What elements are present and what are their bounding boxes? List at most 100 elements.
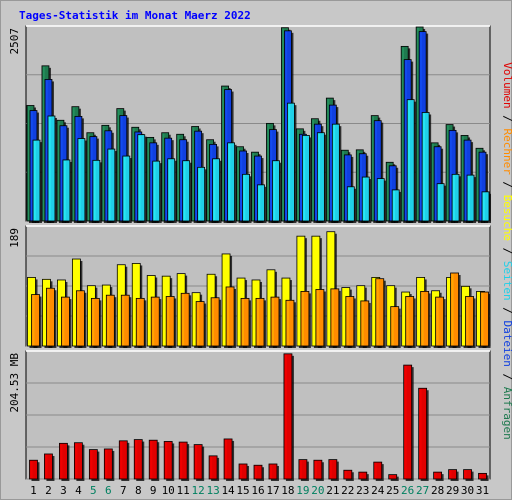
bar-volumen-14-highlight	[225, 439, 228, 478]
bar-volumen-31	[478, 472, 487, 480]
bar-besuche-7-highlight	[118, 265, 121, 345]
bar-rechner-19	[300, 290, 310, 347]
bar-besuche-13-highlight	[208, 275, 211, 345]
bar-rechner-3-highlight	[62, 298, 65, 345]
bar-rechner-16-highlight	[257, 299, 259, 345]
bar-seiten-11	[182, 160, 191, 222]
bar-seiten-13-highlight	[213, 159, 216, 220]
bar-dateien-31-highlight	[480, 153, 482, 220]
bar-seiten-14	[227, 142, 235, 222]
bar-rechner-30	[465, 296, 474, 347]
bar-seiten-8-highlight	[138, 135, 141, 220]
bar-volumen-3-highlight	[60, 444, 63, 478]
bar-seiten-28	[436, 183, 445, 222]
bar-seiten-29	[451, 173, 460, 222]
bar-volumen-6-highlight	[105, 449, 108, 478]
bar-dateien-27-highlight	[420, 32, 422, 221]
bar-volumen-24	[373, 461, 383, 480]
bar-seiten-1	[32, 139, 41, 222]
bar-seiten-15-highlight	[243, 175, 246, 220]
bar-dateien-30-highlight	[465, 141, 467, 220]
bar-rechner-23-highlight	[361, 301, 364, 345]
bar-besuche-2-highlight	[43, 280, 46, 345]
bar-rechner-8	[135, 297, 145, 347]
bar-anfragen-5-highlight	[87, 133, 90, 220]
bar-besuche-1-highlight	[28, 278, 31, 345]
bar-rechner-31	[480, 291, 489, 347]
bar-volumen-5	[88, 449, 98, 480]
bar-seiten-10	[167, 158, 176, 222]
bar-dateien-14-highlight	[225, 90, 228, 220]
bar-volumen-30-highlight	[464, 470, 467, 478]
bar-volumen-12	[193, 444, 203, 480]
bar-volumen-11-highlight	[180, 443, 183, 478]
bar-besuche-16-highlight	[253, 280, 255, 345]
bar-anfragen-30-highlight	[462, 136, 464, 220]
legend-separator: /	[501, 241, 512, 261]
bar-rechner-24	[375, 278, 385, 347]
bar-rechner-21-highlight	[331, 289, 334, 345]
bar-seiten-25	[391, 189, 400, 222]
y-max-label-top: 2507	[8, 28, 21, 55]
bar-seiten-24-highlight	[378, 179, 380, 220]
bar-volumen-23-highlight	[359, 473, 362, 478]
bar-besuche-6-highlight	[103, 286, 106, 345]
legend-anfragen: Anfragen	[501, 387, 512, 440]
bar-dateien-13-highlight	[210, 145, 213, 220]
bar-seiten-28-highlight	[438, 184, 440, 220]
bar-dateien-29-highlight	[450, 131, 452, 220]
bar-seiten-10-highlight	[168, 159, 171, 220]
bar-seiten-9	[152, 160, 161, 222]
bar-volumen-4-highlight	[75, 443, 78, 478]
x-tick-28: 28	[431, 484, 444, 497]
bar-besuche-12-highlight	[193, 293, 196, 345]
bar-rechner-1-highlight	[32, 295, 35, 345]
bar-seiten-15	[242, 173, 250, 222]
bar-rechner-29-highlight	[451, 273, 454, 345]
legend-volumen: Volumen	[501, 62, 512, 108]
bar-rechner-3	[61, 296, 70, 347]
bar-besuche-21-highlight	[327, 232, 330, 345]
bar-anfragen-7-highlight	[117, 109, 120, 220]
bar-rechner-12	[195, 301, 205, 347]
bar-anfragen-4-highlight	[72, 107, 75, 220]
bar-seiten-22-highlight	[348, 187, 351, 220]
bar-volumen-31-highlight	[479, 474, 482, 478]
x-tick-20: 20	[311, 484, 324, 497]
bar-anfragen-14-highlight	[222, 87, 225, 220]
bar-anfragen-6-highlight	[102, 126, 105, 220]
x-tick-8: 8	[135, 484, 142, 497]
x-tick-3: 3	[60, 484, 67, 497]
bar-rechner-1	[31, 294, 40, 347]
bar-volumen-20	[313, 459, 323, 480]
bar-rechner-24-highlight	[376, 279, 379, 345]
bar-seiten-19-highlight	[303, 136, 306, 220]
x-tick-15: 15	[236, 484, 249, 497]
bar-volumen-12-highlight	[195, 445, 198, 478]
bar-volumen-19	[298, 459, 308, 480]
bar-volumen-30	[463, 469, 472, 480]
bar-rechner-7-highlight	[122, 296, 125, 345]
bar-seiten-17	[272, 160, 280, 222]
bar-dateien-17-highlight	[270, 130, 273, 220]
bar-anfragen-3-highlight	[57, 121, 60, 220]
x-tick-18: 18	[281, 484, 294, 497]
bar-volumen-9-highlight	[150, 441, 153, 478]
bar-rechner-2	[46, 287, 55, 347]
bar-dateien-1-highlight	[30, 111, 33, 220]
bar-volumen-10	[163, 441, 173, 480]
legend-separator: /	[501, 301, 512, 321]
x-tick-2: 2	[45, 484, 52, 497]
bar-volumen-5-highlight	[90, 450, 93, 478]
x-tick-27: 27	[416, 484, 429, 497]
bar-rechner-4-highlight	[77, 291, 80, 345]
bar-rechner-30-highlight	[466, 297, 469, 345]
bar-dateien-28-highlight	[435, 147, 437, 220]
x-tick-12: 12	[192, 484, 205, 497]
bar-seiten-3-highlight	[63, 160, 66, 220]
bar-volumen-11	[178, 441, 188, 480]
legend-separator: /	[501, 109, 512, 129]
bar-seiten-25-highlight	[393, 190, 395, 220]
bar-anfragen-29-highlight	[447, 125, 449, 220]
